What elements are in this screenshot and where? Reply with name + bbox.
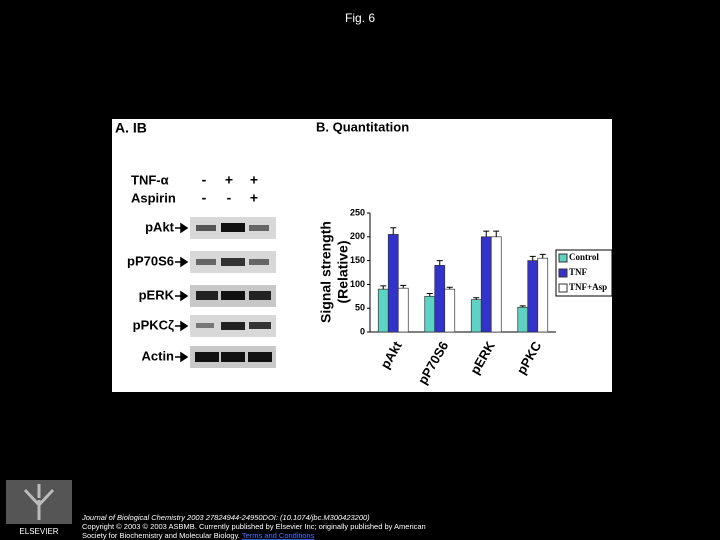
condition-sign: - xyxy=(227,190,232,206)
citation-line: Journal of Biological Chemistry 2003 278… xyxy=(81,513,370,522)
condition-sign: + xyxy=(250,172,258,188)
blot-arrow xyxy=(175,351,189,363)
legend-swatch xyxy=(558,283,568,293)
bar xyxy=(387,234,399,333)
bar xyxy=(444,288,456,333)
bar xyxy=(434,265,446,333)
error-bar xyxy=(483,230,490,237)
blot-arrow xyxy=(175,290,189,302)
band xyxy=(221,352,245,362)
error-bar xyxy=(493,230,500,237)
logo-tree xyxy=(23,484,55,520)
bar xyxy=(537,257,549,333)
band xyxy=(248,352,272,362)
y-axis-label: (Relative) xyxy=(335,240,351,303)
band xyxy=(196,225,216,231)
band xyxy=(221,291,245,300)
bar xyxy=(527,260,539,333)
bar xyxy=(470,299,482,333)
error-bar xyxy=(473,297,480,300)
error-bar xyxy=(426,292,433,297)
blot-arrow xyxy=(175,320,189,332)
publisher-name: ELSEVIER xyxy=(19,527,58,536)
blot-arrow xyxy=(175,256,189,268)
bar xyxy=(397,287,409,333)
band xyxy=(221,322,245,330)
band xyxy=(196,259,216,265)
citation-line: Copyright © 2003 © 2003 ASBMB. Currently… xyxy=(82,522,426,531)
band xyxy=(249,259,269,265)
bar xyxy=(517,306,529,333)
error-bar xyxy=(380,285,387,290)
legend-label: Control xyxy=(569,252,599,262)
blot-arrow xyxy=(175,222,189,234)
y-tick-label: 100 xyxy=(350,279,365,289)
condition-sign: - xyxy=(202,172,207,188)
error-bar xyxy=(519,305,526,308)
error-bar xyxy=(539,253,546,259)
y-tick-label: 250 xyxy=(350,207,365,217)
legend-label: TNF xyxy=(569,267,588,277)
condition-label: Aspirin xyxy=(131,190,176,205)
legend-label: TNF+Asp xyxy=(569,282,607,292)
bar xyxy=(377,288,389,333)
error-bar xyxy=(436,260,443,266)
band xyxy=(249,291,271,300)
terms-link[interactable]: Terms and Conditions xyxy=(242,531,315,540)
y-axis-label: Signal strength xyxy=(318,221,334,323)
legend-swatch xyxy=(558,268,568,278)
y-tick-label: 0 xyxy=(360,326,365,336)
condition-label: TNF-α xyxy=(131,172,169,187)
blot-label: Actin xyxy=(142,348,175,363)
bar xyxy=(490,236,502,333)
condition-sign: + xyxy=(225,172,233,188)
slide-title: Fig. 6 xyxy=(345,11,375,25)
condition-sign: - xyxy=(202,190,207,206)
band xyxy=(221,223,245,232)
condition-sign: + xyxy=(250,190,258,206)
band xyxy=(221,258,245,266)
blot-label: pPKCζ xyxy=(133,317,174,332)
blots xyxy=(190,217,276,368)
legend-swatch xyxy=(558,253,568,263)
error-bar xyxy=(390,227,397,235)
panel-b-label: B. Quantitation xyxy=(316,119,409,134)
band xyxy=(249,225,269,231)
panel-a-label: A. IB xyxy=(115,120,147,136)
band xyxy=(196,291,218,300)
y-tick-label: 50 xyxy=(355,303,365,313)
blot-label: pP70S6 xyxy=(127,253,174,268)
y-tick-label: 150 xyxy=(350,255,365,265)
blot-label: pERK xyxy=(139,287,175,302)
error-bar xyxy=(400,284,407,289)
bar xyxy=(424,295,436,333)
error-bar xyxy=(446,286,453,290)
band xyxy=(249,322,271,329)
band xyxy=(195,352,219,362)
error-bar xyxy=(529,255,536,261)
bar xyxy=(480,236,492,333)
y-tick-label: 200 xyxy=(350,231,365,241)
band xyxy=(196,323,214,328)
blot-label: pAkt xyxy=(145,219,175,234)
citation-text: Society for Biochemistry and Molecular B… xyxy=(82,531,240,540)
citation-line: Society for Biochemistry and Molecular B… xyxy=(82,531,315,540)
